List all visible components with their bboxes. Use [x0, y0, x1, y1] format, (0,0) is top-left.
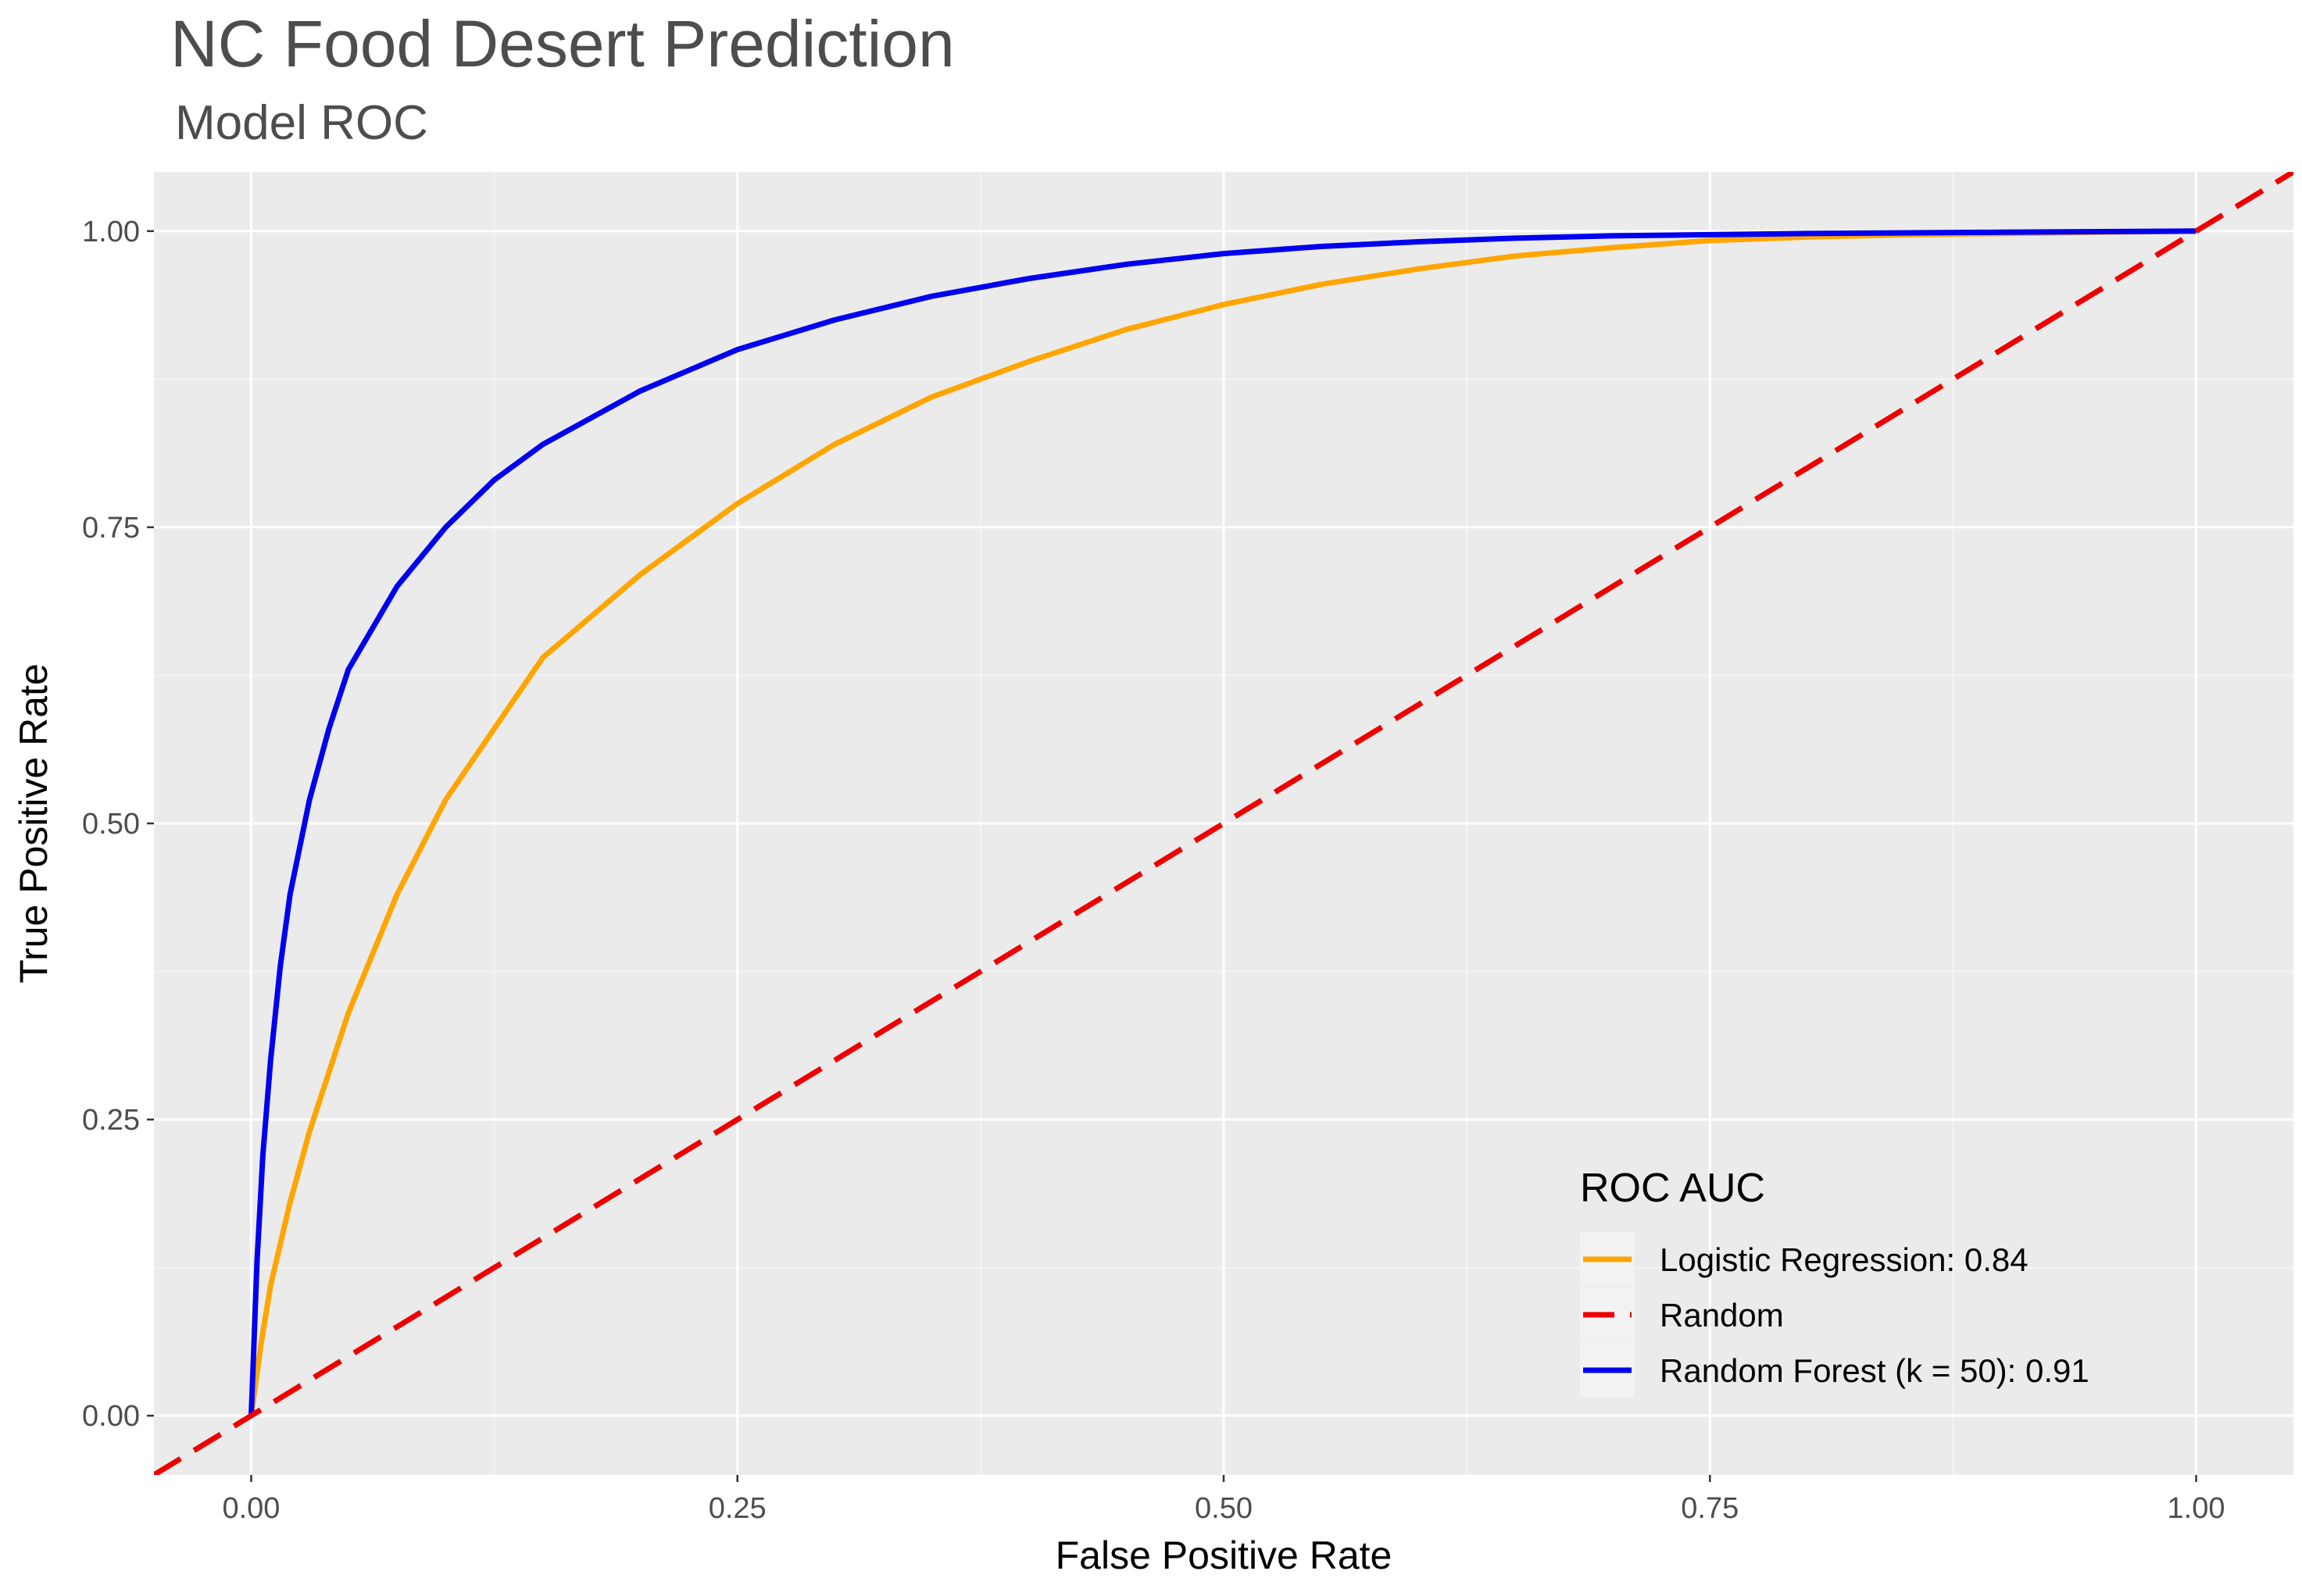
x-axis-ticks: 0.00 0.25 0.50 0.75 1.00: [222, 1475, 2225, 1525]
major-gridlines: [154, 172, 2293, 1475]
legend-label-0: Logistic Regression: 0.84: [1660, 1241, 2029, 1278]
legend-label-2: Random Forest (k = 50): 0.91: [1660, 1352, 2089, 1389]
legend-label-1: Random: [1660, 1297, 1784, 1334]
series-line-1: [154, 172, 2293, 1475]
y-axis-ticks: 0.00 0.25 0.50 0.75 1.00: [82, 216, 154, 1433]
chart-title: NC Food Desert Prediction: [170, 7, 955, 80]
y-tick-label: 0.25: [82, 1104, 140, 1137]
x-tick-label: 0.25: [709, 1492, 767, 1525]
x-tick-label: 0.50: [1195, 1492, 1253, 1525]
series-line-0: [248, 228, 2197, 1416]
y-tick-label: 1.00: [82, 216, 140, 248]
x-tick-label: 0.00: [222, 1492, 280, 1525]
y-tick-label: 0.75: [82, 512, 140, 544]
y-tick-label: 0.50: [82, 808, 140, 841]
series-line-2: [248, 228, 2197, 1416]
y-tick-label: 0.00: [82, 1400, 140, 1433]
series-lines: [154, 172, 2293, 1475]
y-axis-title: True Positive Rate: [12, 663, 55, 983]
chart-subtitle: Model ROC: [175, 96, 428, 150]
x-axis-title: False Positive Rate: [1056, 1534, 1392, 1577]
legend-title: ROC AUC: [1580, 1166, 1765, 1211]
x-tick-label: 1.00: [2168, 1492, 2225, 1525]
legend: ROC AUC Logistic Regression: 0.84 Random R…: [1580, 1166, 2089, 1398]
x-tick-label: 0.75: [1681, 1492, 1739, 1525]
